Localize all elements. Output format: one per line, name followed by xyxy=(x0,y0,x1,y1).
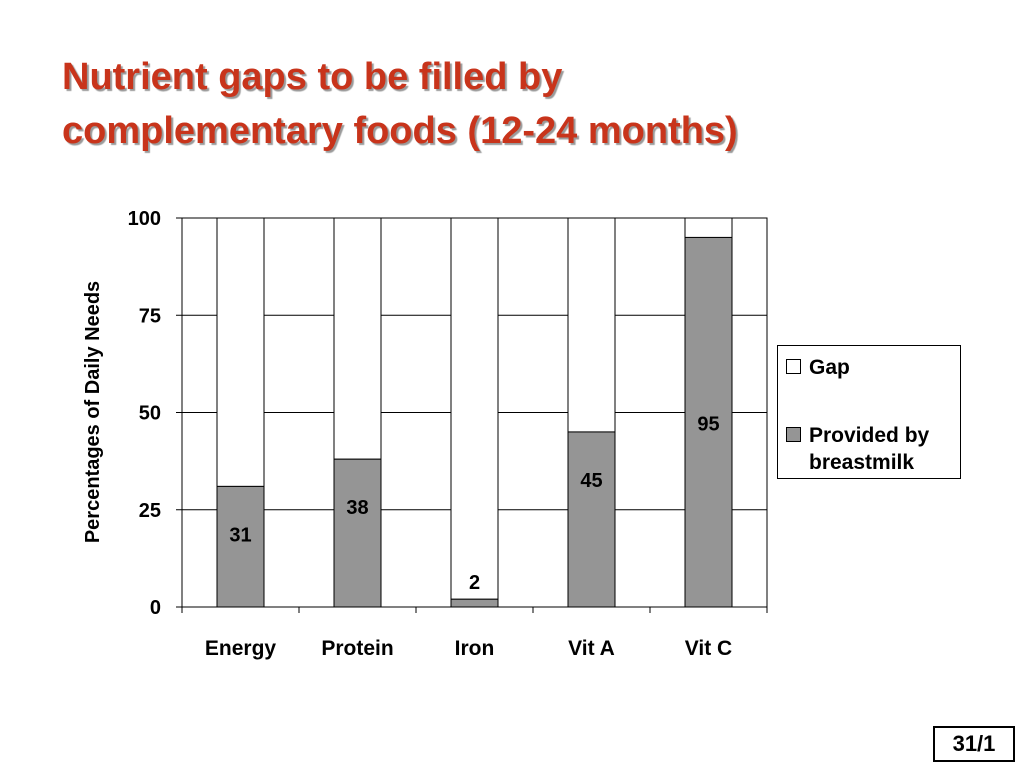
page-number: 31/1 xyxy=(933,726,1015,762)
bar-gap-4 xyxy=(684,217,733,238)
data-label: 38 xyxy=(346,497,368,519)
slide-title: Nutrient gaps to be filled by complement… xyxy=(62,50,962,158)
y-tick-label: 100 xyxy=(128,208,161,230)
bar-gap-1 xyxy=(333,217,382,460)
bar-provided-4 xyxy=(684,236,733,608)
bar-provided-1 xyxy=(333,458,382,608)
x-tick-label: Energy xyxy=(205,637,277,660)
bar-provided-3 xyxy=(567,431,616,608)
chart-legend: Gap Provided by breastmilk xyxy=(777,345,961,479)
y-tick-label: 50 xyxy=(139,403,161,425)
data-label: 45 xyxy=(580,470,602,492)
data-label: 2 xyxy=(469,572,480,594)
y-axis-title: Percentages of Daily Needs xyxy=(82,281,104,543)
bar-gap-3 xyxy=(567,217,616,433)
slide-title-line-1: Nutrient gaps to be filled by xyxy=(62,56,563,98)
legend-item-gap: Gap xyxy=(786,354,959,381)
legend-swatch-gap xyxy=(786,359,801,374)
bar-gap-0 xyxy=(216,217,265,487)
y-tick-label: 75 xyxy=(139,305,161,327)
legend-swatch-provided xyxy=(786,427,801,442)
y-tick-label: 25 xyxy=(139,500,161,522)
x-tick-label: Vit A xyxy=(568,637,615,660)
slide-title-line-2: complementary foods (12-24 months) xyxy=(62,110,738,152)
legend-label-gap: Gap xyxy=(809,356,850,379)
legend-item-provided: Provided by breastmilk xyxy=(786,422,959,476)
x-tick-label: Iron xyxy=(455,637,495,660)
y-tick-label: 0 xyxy=(150,597,161,619)
data-label: 31 xyxy=(229,524,251,546)
x-tick-label: Vit C xyxy=(685,637,732,660)
bar-provided-2 xyxy=(450,598,499,608)
bar-gap-2 xyxy=(450,217,499,600)
x-tick-label: Protein xyxy=(321,637,393,660)
data-label: 95 xyxy=(697,413,719,435)
bar-provided-0 xyxy=(216,485,265,608)
legend-label-provided: Provided by breastmilk xyxy=(809,424,930,474)
